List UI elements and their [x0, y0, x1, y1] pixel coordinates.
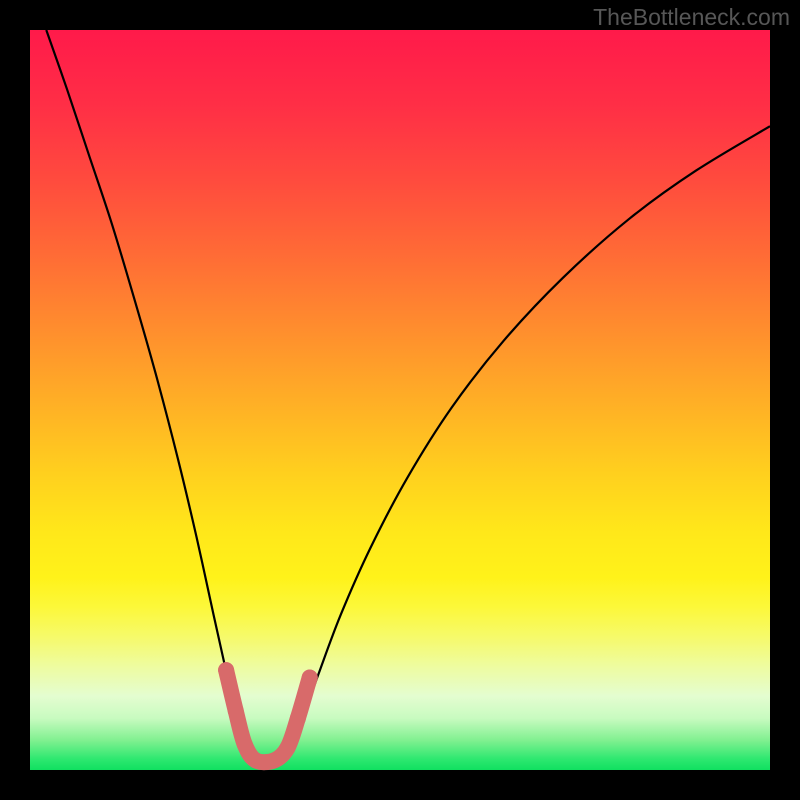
trough-highlight-dot [302, 670, 318, 686]
trough-highlight-dot [266, 752, 282, 768]
trough-highlight-dot [228, 703, 244, 719]
trough-highlight-dot [248, 752, 264, 768]
plot-gradient-background [30, 30, 770, 770]
chart-container: TheBottleneck.com [0, 0, 800, 800]
trough-highlight-dot [280, 740, 296, 756]
watermark-text: TheBottleneck.com [593, 4, 790, 31]
bottleneck-chart [0, 0, 800, 800]
trough-highlight-dot [237, 736, 253, 752]
trough-highlight-dot [218, 662, 234, 678]
trough-highlight-dot [290, 710, 306, 726]
